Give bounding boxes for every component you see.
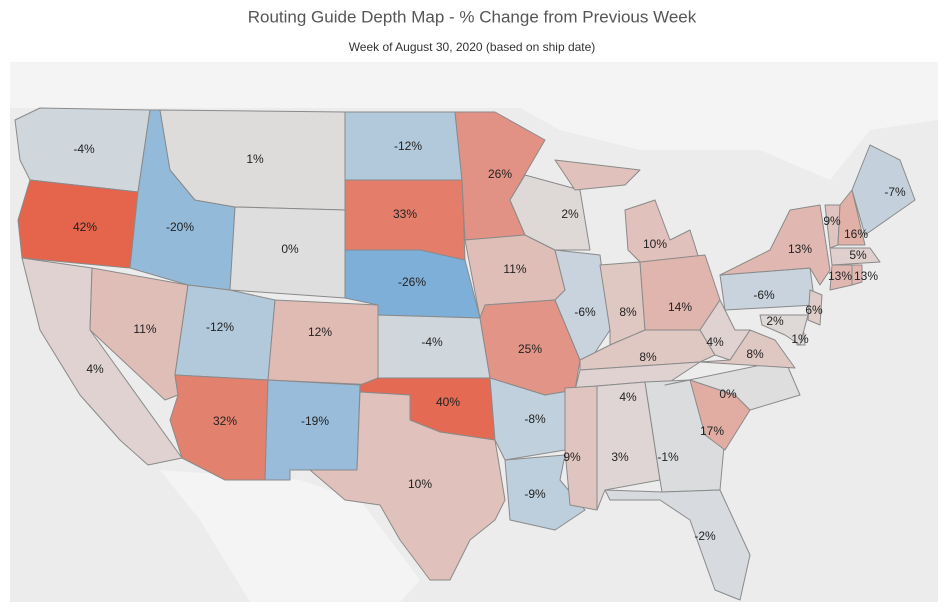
value-label: -4% [73,142,95,156]
state-region [699,329,796,369]
value-label: -6% [574,305,596,319]
state-region [596,381,661,511]
value-label: -26% [398,275,426,289]
value-label: 4% [86,362,104,376]
value-label: 40% [436,395,460,409]
value-label: -12% [206,320,234,334]
state-region [829,247,881,266]
state-region [851,264,863,286]
value-label: -9% [524,487,546,501]
value-label: 32% [213,414,237,428]
value-label: -19% [301,414,329,428]
value-label: 33% [393,207,417,221]
value-label: 8% [619,305,637,319]
value-label: 13% [854,269,878,283]
value-label: 9% [563,450,581,464]
value-label: 13% [828,269,852,283]
value-label: 10% [408,477,432,491]
value-label: 42% [73,220,97,234]
canada-land [10,62,938,180]
value-label: -4% [421,335,443,349]
value-label: -12% [394,139,422,153]
state-region [17,179,139,269]
value-label: 4% [619,390,637,404]
state-region [267,299,379,386]
value-label: 13% [788,242,812,256]
state-region [699,299,751,361]
value-label: 26% [488,167,512,181]
value-label: 17% [700,424,724,438]
value-label: -2% [694,529,716,543]
value-label: 25% [518,342,542,356]
mexico-land [160,470,420,602]
value-label: 1% [791,332,809,346]
value-label: 11% [133,322,156,336]
value-label: 3% [611,450,629,464]
state-region [564,385,598,511]
state-region [807,289,823,326]
value-label: 9% [823,214,841,228]
map-subtitle: Week of August 30, 2020 (based on ship d… [349,40,596,54]
value-label: -7% [884,185,906,199]
state-region [851,144,916,236]
value-label: 8% [639,350,657,364]
value-label: 0% [281,242,299,256]
value-label: -1% [657,450,679,464]
value-label: 1% [246,152,264,166]
value-label: 11% [503,262,526,276]
labels-layer: -4% 42% 4% 11% -20% 1% 0% -12% 12% 32% -19% -12% 33%… [73,139,906,543]
states-layer [14,107,916,601]
value-label: 4% [706,335,724,349]
value-label: -20% [166,220,194,234]
value-label: 5% [849,248,867,262]
state-region [837,189,866,246]
state-region [759,314,809,346]
state-region [554,159,701,263]
state-region [719,204,831,286]
state-region [264,379,361,481]
state-region [309,391,506,581]
value-label: -8% [524,412,546,426]
value-label: 10% [643,237,667,251]
value-label: 6% [805,303,823,317]
value-label: 8% [746,347,764,361]
value-label: -6% [753,288,775,302]
value-label: 16% [844,227,868,241]
value-label: 2% [766,314,784,328]
value-label: 12% [308,325,332,339]
value-label: 2% [561,207,579,221]
value-label: 14% [668,300,692,314]
map-title: Routing Guide Depth Map - % Change from … [248,7,697,26]
value-label: 0% [719,387,737,401]
state-region [604,489,751,601]
